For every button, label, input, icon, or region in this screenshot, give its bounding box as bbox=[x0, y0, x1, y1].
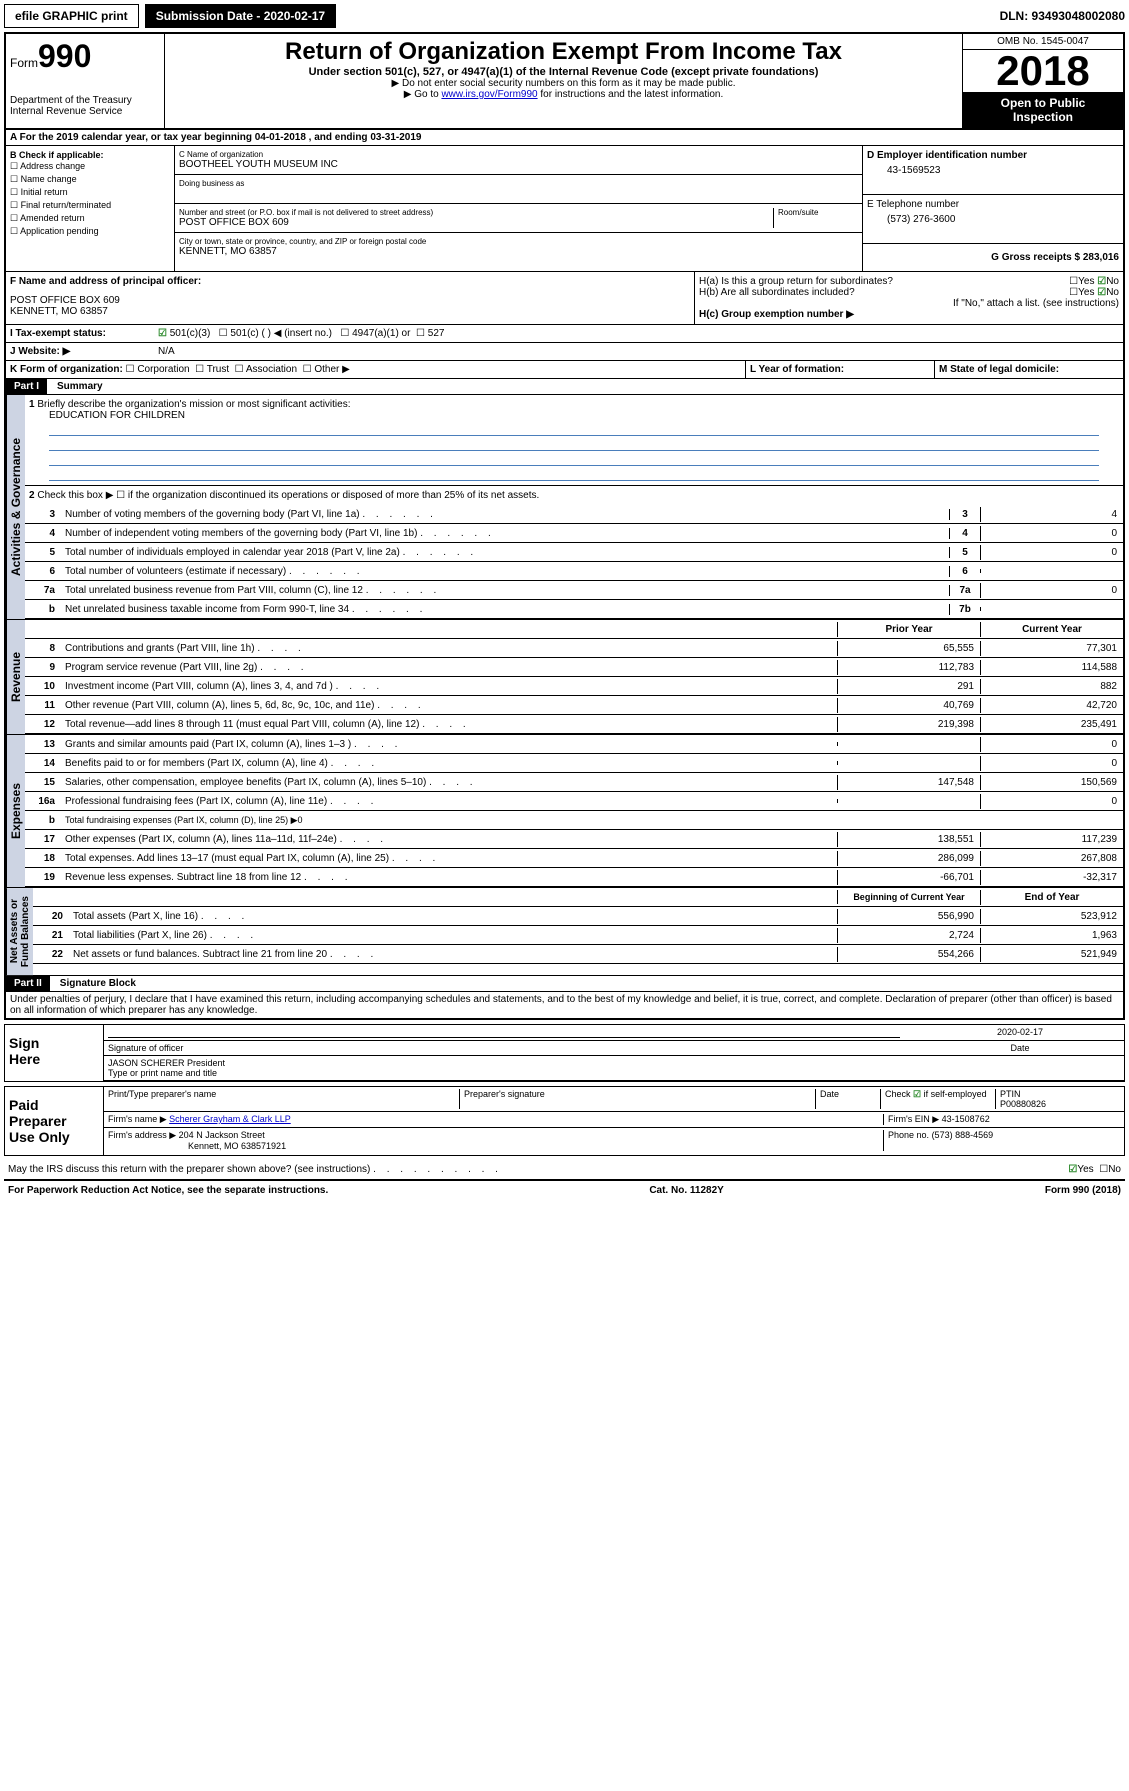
table-row: 5Total number of individuals employed in… bbox=[25, 543, 1123, 562]
table-row: 11Other revenue (Part VIII, column (A), … bbox=[25, 696, 1123, 715]
mission-text: EDUCATION FOR CHILDREN bbox=[29, 410, 1119, 421]
org-city: KENNETT, MO 63857 bbox=[179, 246, 858, 257]
ein-value: 43-1569523 bbox=[867, 161, 1119, 176]
form-title: Return of Organization Exempt From Incom… bbox=[169, 38, 958, 66]
col-c: C Name of organization BOOTHEEL YOUTH MU… bbox=[175, 146, 863, 271]
expenses-section: Expenses 13Grants and similar amounts pa… bbox=[6, 735, 1123, 888]
officer-name: JASON SCHERER President bbox=[108, 1058, 1120, 1068]
table-row: 20Total assets (Part X, line 16) . . . .… bbox=[33, 907, 1123, 926]
netassets-section: Net Assets or Fund Balances Beginning of… bbox=[6, 888, 1123, 976]
row-a: A For the 2019 calendar year, or tax yea… bbox=[6, 130, 1123, 146]
cb-name[interactable]: ☐ Name change bbox=[10, 173, 170, 186]
firm-link[interactable]: Scherer Grayham & Clark LLP bbox=[169, 1114, 291, 1124]
header-mid: Return of Organization Exempt From Incom… bbox=[165, 34, 962, 128]
org-name-cell: C Name of organization BOOTHEEL YOUTH MU… bbox=[175, 146, 862, 175]
netassets-label: Net Assets or Fund Balances bbox=[6, 888, 33, 975]
preparer-section: Paid Preparer Use Only Print/Type prepar… bbox=[4, 1086, 1125, 1156]
table-row: 15Salaries, other compensation, employee… bbox=[25, 773, 1123, 792]
table-row: bNet unrelated business taxable income f… bbox=[25, 600, 1123, 619]
row-klm: K Form of organization: ☐ Corporation ☐ … bbox=[6, 361, 1123, 379]
governance-section: Activities & Governance 1 Briefly descri… bbox=[6, 395, 1123, 620]
table-row: 22Net assets or fund balances. Subtract … bbox=[33, 945, 1123, 964]
city-cell: City or town, state or province, country… bbox=[175, 233, 862, 261]
efile-button[interactable]: efile GRAPHIC print bbox=[4, 4, 139, 28]
footer: For Paperwork Reduction Act Notice, see … bbox=[0, 1181, 1129, 1200]
phone-cell: E Telephone number (573) 276-3600 bbox=[863, 195, 1123, 244]
revenue-label: Revenue bbox=[6, 620, 25, 734]
header-right: OMB No. 1545-0047 2018 Open to Public In… bbox=[962, 34, 1123, 128]
table-row: 7aTotal unrelated business revenue from … bbox=[25, 581, 1123, 600]
table-row: 12Total revenue—add lines 8 through 11 (… bbox=[25, 715, 1123, 734]
ptin-value: P00880826 bbox=[1000, 1099, 1120, 1109]
form-note2: ▶ Go to www.irs.gov/Form990 for instruct… bbox=[169, 89, 958, 100]
ein-cell: D Employer identification number 43-1569… bbox=[863, 146, 1123, 195]
header-left: Form990 Department of the Treasury Inter… bbox=[6, 34, 165, 128]
part-ii-header: Part II Signature Block bbox=[6, 976, 1123, 992]
table-row: 9Program service revenue (Part VIII, lin… bbox=[25, 658, 1123, 677]
tax-year: 2018 bbox=[963, 50, 1123, 92]
cb-pending[interactable]: ☐ Application pending bbox=[10, 225, 170, 238]
cb-final[interactable]: ☐ Final return/terminated bbox=[10, 199, 170, 212]
form-number: 990 bbox=[38, 38, 91, 74]
table-row: 19Revenue less expenses. Subtract line 1… bbox=[25, 868, 1123, 887]
table-row: 10Investment income (Part VIII, column (… bbox=[25, 677, 1123, 696]
table-row: 18Total expenses. Add lines 13–17 (must … bbox=[25, 849, 1123, 868]
sign-here-section: Sign Here 2020-02-17 Signature of office… bbox=[4, 1024, 1125, 1082]
form-header: Form990 Department of the Treasury Inter… bbox=[6, 34, 1123, 130]
row-i: I Tax-exempt status: ☑ 501(c)(3) ☐ 501(c… bbox=[6, 325, 1123, 343]
cb-address[interactable]: ☐ Address change bbox=[10, 160, 170, 173]
table-row: 14Benefits paid to or for members (Part … bbox=[25, 754, 1123, 773]
row-j: J Website: ▶ N/A bbox=[6, 343, 1123, 361]
table-row: 17Other expenses (Part IX, column (A), l… bbox=[25, 830, 1123, 849]
col-de: D Employer identification number 43-1569… bbox=[863, 146, 1123, 271]
netassets-header-row: Beginning of Current Year End of Year bbox=[33, 888, 1123, 907]
table-row: 4Number of independent voting members of… bbox=[25, 524, 1123, 543]
form-border: Form990 Department of the Treasury Inter… bbox=[4, 32, 1125, 1020]
form-note1: ▶ Do not enter social security numbers o… bbox=[169, 78, 958, 89]
dba-cell: Doing business as bbox=[175, 175, 862, 204]
section-fh: F Name and address of principal officer:… bbox=[6, 272, 1123, 325]
part-i-header: Part I Summary bbox=[6, 379, 1123, 395]
addr-cell: Number and street (or P.O. box if mail i… bbox=[175, 204, 862, 233]
table-row: 6Total number of volunteers (estimate if… bbox=[25, 562, 1123, 581]
gross-receipts: G Gross receipts $ 283,016 bbox=[863, 244, 1123, 271]
revenue-header-row: Prior Year Current Year bbox=[25, 620, 1123, 639]
submission-date-button[interactable]: Submission Date - 2020-02-17 bbox=[145, 4, 336, 28]
col-b: B Check if applicable: ☐ Address change … bbox=[6, 146, 175, 271]
table-row: bTotal fundraising expenses (Part IX, co… bbox=[25, 811, 1123, 830]
governance-label: Activities & Governance bbox=[6, 395, 25, 619]
declaration: Under penalties of perjury, I declare th… bbox=[6, 992, 1123, 1018]
table-row: 16aProfessional fundraising fees (Part I… bbox=[25, 792, 1123, 811]
open-public-badge: Open to Public Inspection bbox=[963, 92, 1123, 128]
org-name: BOOTHEEL YOUTH MUSEUM INC bbox=[179, 159, 858, 170]
expenses-label: Expenses bbox=[6, 735, 25, 887]
revenue-section: Revenue Prior Year Current Year 8Contrib… bbox=[6, 620, 1123, 735]
dln-label: DLN: 93493048002080 bbox=[1000, 9, 1125, 23]
phone-value: (573) 276-3600 bbox=[867, 210, 1119, 225]
b-label: B Check if applicable: bbox=[10, 150, 104, 160]
cb-initial[interactable]: ☐ Initial return bbox=[10, 186, 170, 199]
irs-link[interactable]: www.irs.gov/Form990 bbox=[441, 89, 537, 100]
topbar: efile GRAPHIC print Submission Date - 20… bbox=[0, 0, 1129, 32]
cb-amended[interactable]: ☐ Amended return bbox=[10, 212, 170, 225]
form-prefix: Form bbox=[10, 56, 38, 70]
discuss-row: May the IRS discuss this return with the… bbox=[4, 1160, 1125, 1181]
dept-label: Department of the Treasury Internal Reve… bbox=[10, 95, 160, 117]
org-address: POST OFFICE BOX 609 bbox=[179, 217, 773, 228]
table-row: 21Total liabilities (Part X, line 26) . … bbox=[33, 926, 1123, 945]
col-f: F Name and address of principal officer:… bbox=[6, 272, 695, 324]
form-subtitle: Under section 501(c), 527, or 4947(a)(1)… bbox=[169, 66, 958, 78]
table-row: 8Contributions and grants (Part VIII, li… bbox=[25, 639, 1123, 658]
table-row: 3Number of voting members of the governi… bbox=[25, 505, 1123, 524]
col-h: H(a) Is this a group return for subordin… bbox=[695, 272, 1123, 324]
table-row: 13Grants and similar amounts paid (Part … bbox=[25, 735, 1123, 754]
section-bcdeg: B Check if applicable: ☐ Address change … bbox=[6, 146, 1123, 272]
